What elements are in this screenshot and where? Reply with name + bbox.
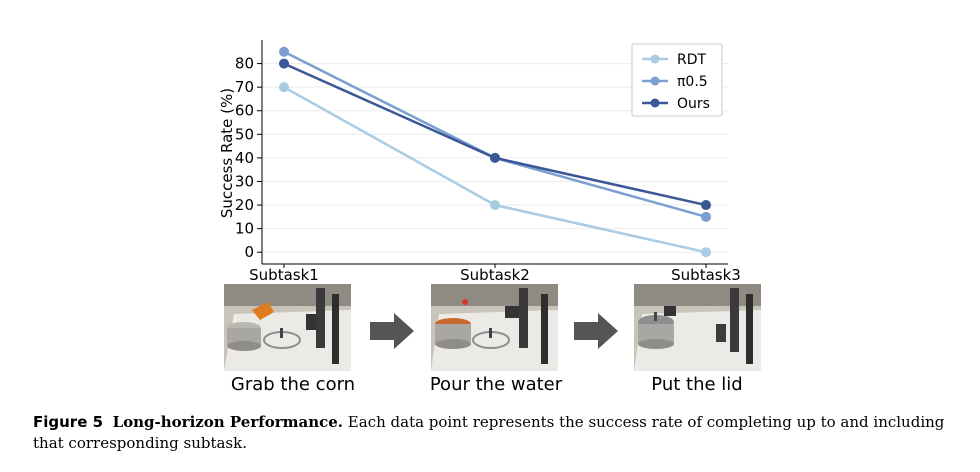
data-point <box>279 58 289 69</box>
x-tick-label: Subtask3 <box>671 266 741 284</box>
step-caption-1: Grab the corn <box>230 374 356 395</box>
step-caption-2: Pour the water <box>429 374 563 395</box>
axes: 0 10 20 30 40 50 60 70 80 Subtask1 Subtask2 Subtask… <box>235 40 741 284</box>
arrow-right-icon <box>370 313 414 349</box>
data-point <box>490 200 500 211</box>
x-tick-label: Subtask2 <box>460 266 530 284</box>
figure-caption: Figure 5 Long-horizon Performance. Each … <box>33 412 951 454</box>
y-tick-label: 0 <box>244 243 254 261</box>
y-tick-label: 60 <box>235 102 254 120</box>
data-point <box>279 46 289 57</box>
step-photo-pour-water <box>431 284 558 371</box>
y-axis-title: Success Rate (%) <box>218 88 236 218</box>
legend-label: π0.5 <box>677 74 708 90</box>
y-tick-label: 40 <box>235 149 254 167</box>
step-caption-3: Put the lid <box>651 374 743 395</box>
figure-title: Long-horizon Performance. <box>112 413 344 431</box>
legend-marker <box>650 54 660 64</box>
legend-marker <box>650 76 660 86</box>
data-point <box>490 152 500 163</box>
step-photo-put-lid <box>634 284 761 371</box>
y-tick-label: 80 <box>235 55 254 73</box>
legend-label: Ours <box>677 96 710 112</box>
figure-label: Figure 5 <box>33 413 104 431</box>
data-point <box>701 211 711 222</box>
arrow-right-icon <box>574 313 618 349</box>
legend: RDT π0.5 Ours <box>631 43 723 117</box>
data-point <box>701 200 711 211</box>
figure-text: Each data point represents the success r… <box>33 413 945 452</box>
legend-label: RDT <box>677 52 707 68</box>
data-point <box>701 247 711 258</box>
success-rate-line-chart: 0 10 20 30 40 50 60 70 80 Subtask1 Subtask2 Subtask… <box>218 40 741 284</box>
x-tick-label: Subtask1 <box>249 266 319 284</box>
step-photo-grab-corn <box>224 284 351 371</box>
y-tick-label: 70 <box>235 78 254 96</box>
y-tick-label: 10 <box>235 220 254 238</box>
data-point <box>279 82 289 93</box>
series-lines <box>279 46 711 258</box>
y-tick-label: 20 <box>235 196 254 214</box>
y-tick-label: 30 <box>235 172 254 190</box>
y-tick-label: 50 <box>235 125 254 143</box>
legend-marker <box>650 98 660 108</box>
